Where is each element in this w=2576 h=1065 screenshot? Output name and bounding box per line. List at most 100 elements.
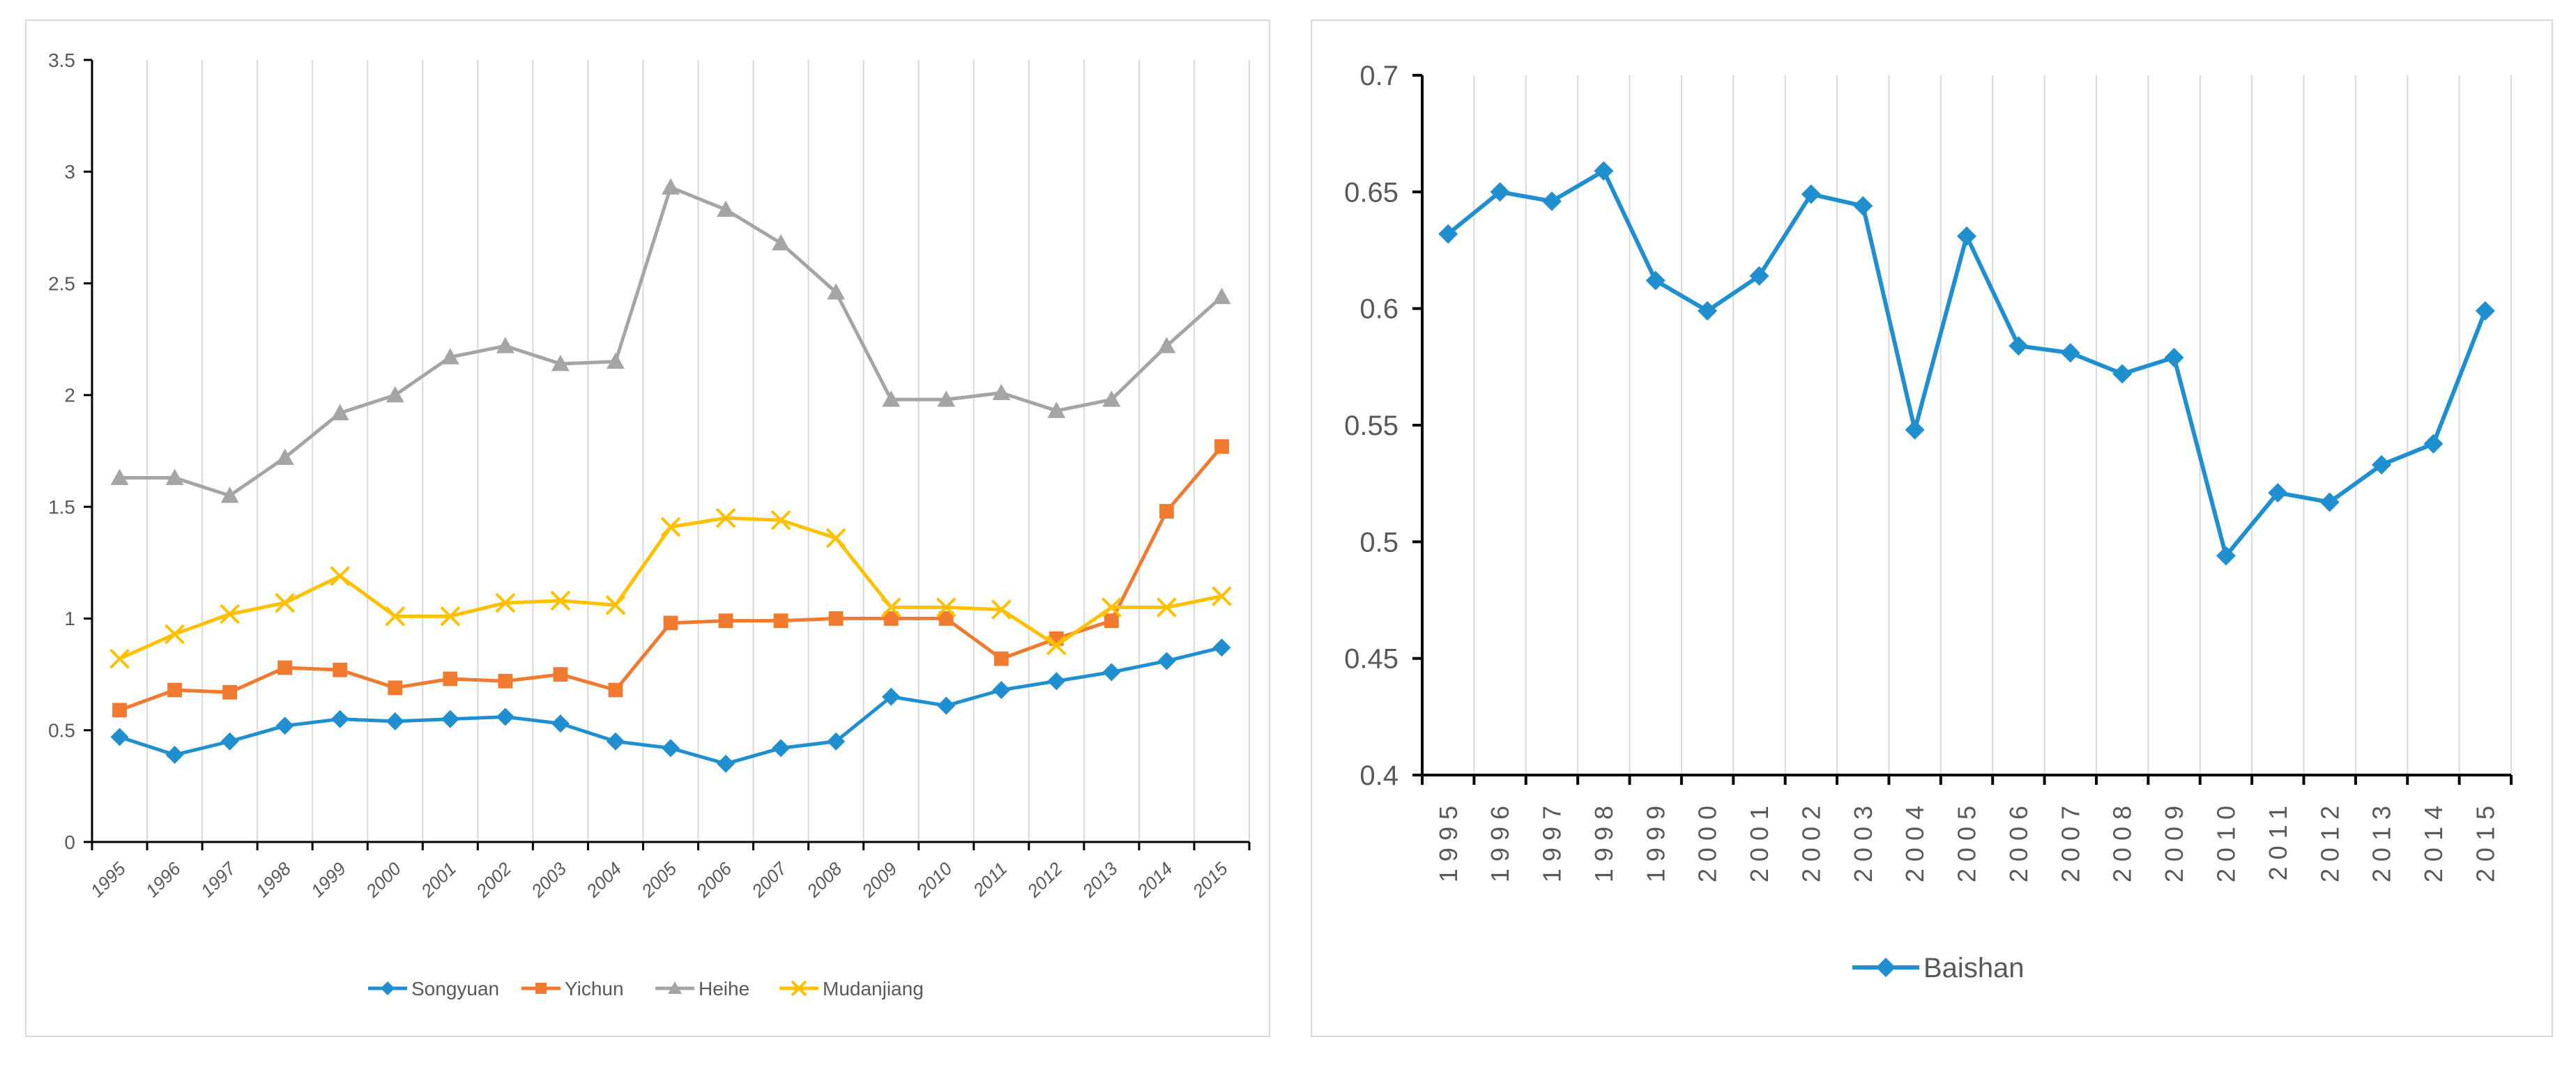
left-series-mudanjiang-point-stroke-b (330, 566, 351, 586)
right-series-baishan-point (2268, 483, 2288, 503)
left-series-yichun-point (938, 611, 954, 626)
left-series-mudanjiang-point-stroke-b (715, 507, 736, 528)
left-series-yichun-point (1159, 504, 1174, 519)
right-y-tick-label: 0.7 (1359, 61, 1398, 91)
right-gridlines (1473, 75, 2512, 775)
right-y-tick-label: 0.5 (1359, 527, 1398, 558)
left-series-heihe-point (386, 385, 404, 403)
left-y-tick-label: 2 (64, 385, 75, 406)
left-series-yichun-point (553, 667, 568, 682)
left-x-tick-label: 2008 (802, 858, 846, 902)
left-series-mudanjiang-point (165, 624, 185, 645)
right-series-baishan-point (1438, 224, 1458, 244)
left-legend-marker (535, 983, 547, 994)
left-series-mudanjiang-point (275, 592, 296, 613)
left-x-tick-label: 1997 (197, 857, 241, 901)
left-series-heihe-point (717, 200, 736, 217)
left-series-mudanjiang-point (1046, 635, 1067, 656)
right-x-tick-label: 2006 (2004, 799, 2033, 882)
left-series-yichun-point (112, 703, 127, 718)
left-series-heihe-point (827, 283, 846, 300)
left-series-mudanjiang-point (1157, 597, 1177, 618)
left-x-tick-label: 1998 (252, 858, 295, 901)
left-series-yichun-point (498, 673, 513, 689)
left-series-heihe-point (1157, 337, 1176, 353)
left-x-tick-label: 2004 (581, 858, 625, 902)
left-series-songyuan-point (1212, 638, 1231, 657)
left-series-mudanjiang-point (440, 606, 461, 627)
right-y-tick-label: 0.55 (1344, 411, 1398, 441)
left-series-mudanjiang-point-stroke-b (385, 606, 406, 627)
left-series-songyuan-point (882, 687, 901, 706)
left-series-yichun-point (222, 684, 238, 700)
right-series-baishan-point (2009, 336, 2029, 356)
left-x-tick-label: 2000 (361, 858, 405, 902)
left-series-yichun-point (277, 660, 293, 675)
left-y-tick-label: 1.5 (48, 496, 75, 518)
left-chart-panel: 0 0.5 1 1.5 2 2.5 3 3.5 1995 1996 1997 1998 1999 2000… (25, 20, 1270, 1037)
left-series-heihe-point (165, 468, 184, 485)
left-series-mudanjiang-point (220, 604, 241, 625)
right-series-baishan-point (2372, 454, 2392, 475)
right-x-tick-label: 2008 (2108, 799, 2137, 882)
left-series-yichun-point (388, 680, 403, 696)
right-series-baishan-point (1905, 420, 1925, 440)
left-series-songyuan-point (606, 732, 625, 751)
left-series-heihe-point (992, 383, 1011, 401)
left-series-mudanjiang-point-stroke-b (1157, 597, 1177, 618)
left-series-songyuan-point (1047, 672, 1066, 691)
right-legend-marker (1876, 958, 1896, 977)
left-y-tick-label: 3.5 (48, 49, 75, 71)
left-series-mudanjiang-point (825, 528, 846, 549)
left-series-heihe (110, 178, 1231, 503)
left-series-mudanjiang (109, 507, 1232, 669)
left-series-mudanjiang-point-stroke-b (881, 597, 901, 618)
left-series-songyuan-point (496, 707, 515, 726)
left-series-mudanjiang-point-stroke-b (936, 597, 957, 618)
left-series-mudanjiang-point-stroke-b (1101, 597, 1122, 618)
left-legend-item-songyuan: Songyuan (368, 978, 499, 999)
right-x-tick-label: 1996 (1486, 799, 1514, 882)
left-x-tick-label: 1999 (307, 858, 350, 901)
left-series-mudanjiang-point-stroke-b (550, 590, 571, 611)
left-legend-label: Songyuan (411, 978, 499, 999)
left-series-mudanjiang-point-stroke-b (109, 648, 130, 669)
right-y-tick-label: 0.4 (1359, 760, 1398, 791)
left-series-yichun-point (828, 611, 844, 626)
left-x-tick-label: 1996 (142, 858, 185, 901)
left-series-yichun-point (663, 615, 678, 631)
right-series-baishan-point (1594, 161, 1614, 181)
left-series-songyuan-point (386, 712, 404, 730)
left-series-heihe-point (662, 178, 680, 195)
left-x-tick-label: 2013 (1078, 858, 1122, 902)
left-series-heihe-point (330, 404, 349, 420)
left-x-tick-label: 2002 (471, 858, 515, 902)
left-legend-marker (791, 980, 807, 997)
right-legend-item-baishan: Baishan (1852, 953, 2025, 983)
left-series-songyuan-point (441, 710, 459, 728)
right-series-baishan-point (2319, 492, 2340, 512)
left-x-tick-label: 2005 (637, 858, 680, 902)
left-y-tick-label: 1 (64, 608, 75, 629)
left-series-mudanjiang-point-stroke-b (220, 604, 241, 625)
left-x-tick-label: 2012 (1023, 858, 1067, 902)
left-series-heihe-point (1047, 401, 1066, 418)
left-series-mudanjiang-point-stroke-b (1046, 635, 1067, 656)
right-y-ticks: 0.4 0.45 0.5 0.55 0.6 0.65 0.7 (1344, 61, 1422, 791)
right-x-tick-label: 2002 (1797, 799, 1825, 882)
left-series-songyuan-point (717, 754, 736, 773)
left-series-mudanjiang-point (881, 597, 901, 618)
right-x-tick-label: 1998 (1590, 799, 1618, 882)
left-series-mudanjiang-point (495, 592, 516, 613)
right-y-tick-label: 0.6 (1359, 294, 1398, 325)
left-series-songyuan-point (662, 739, 680, 758)
left-series-songyuan-point (772, 739, 791, 758)
right-x-tick-label: 1995 (1434, 799, 1463, 882)
left-series-songyuan-point (551, 714, 570, 733)
left-series-songyuan-point (827, 732, 846, 751)
left-series-heihe-point (275, 448, 294, 466)
right-series-baishan-point (1957, 226, 1976, 246)
left-legend: Songyuan Yichun Heihe Mudanjiang (368, 978, 924, 999)
right-x-tick-label: 2003 (1849, 799, 1877, 882)
left-series-songyuan-point (110, 728, 129, 746)
